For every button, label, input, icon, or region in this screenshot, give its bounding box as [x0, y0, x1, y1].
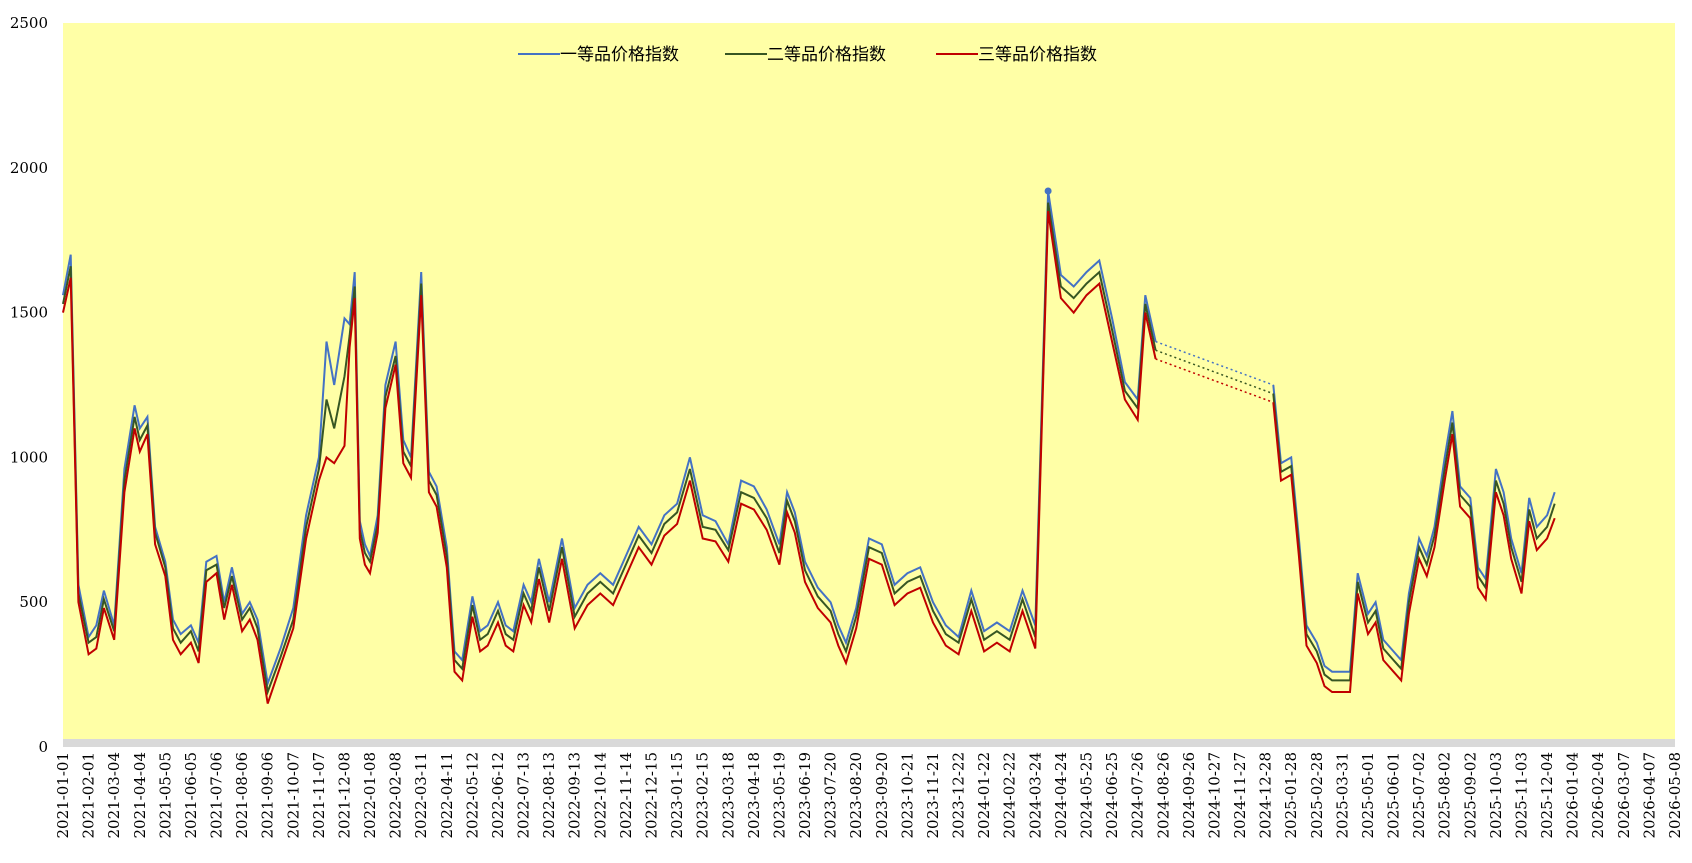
x-tick-label: 2021-01-01	[54, 752, 72, 838]
series-gap-line	[1155, 340, 1274, 386]
y-tick-label: 2500	[10, 14, 48, 32]
x-tick-label: 2021-08-06	[233, 752, 251, 838]
series-gap-line	[1155, 349, 1274, 395]
x-tick-label: 2021-06-05	[182, 752, 200, 838]
x-tick-label: 2024-11-27	[1231, 752, 1249, 838]
x-tick-label: 2025-10-03	[1487, 752, 1505, 838]
x-tick-label: 2024-03-24	[1026, 752, 1044, 838]
x-tick-label: 2021-12-08	[335, 752, 353, 838]
x-tick-label: 2022-03-11	[412, 752, 430, 838]
x-tick-label: 2025-01-28	[1282, 752, 1300, 838]
x-tick-label: 2024-06-25	[1103, 752, 1121, 838]
x-tick-label: 2024-10-27	[1205, 752, 1223, 838]
x-tick-label: 2021-10-07	[284, 752, 302, 838]
x-tick-label: 2023-08-20	[847, 752, 865, 838]
x-tick-label: 2024-09-26	[1180, 752, 1198, 838]
x-tick-label: 2025-09-02	[1461, 752, 1479, 838]
x-tick-label: 2024-04-24	[1052, 752, 1070, 838]
y-tick-label: 2000	[10, 159, 48, 177]
x-tick-label: 2022-08-13	[540, 752, 558, 838]
x-tick-label: 2023-10-21	[898, 752, 916, 838]
x-tick-label: 2026-03-07	[1615, 752, 1633, 838]
x-tick-label: 2024-12-28	[1257, 752, 1275, 838]
x-tick-label: 2021-02-01	[80, 752, 98, 838]
legend-label: 三等品价格指数	[978, 45, 1097, 65]
x-axis-band	[63, 739, 1675, 747]
x-tick-label: 2025-11-03	[1512, 752, 1530, 838]
x-tick-label: 2024-01-22	[975, 752, 993, 838]
x-tick-label: 2022-09-13	[566, 752, 584, 838]
series-line	[1272, 402, 1556, 693]
x-axis: 2021-01-01 2021-02-01 2021-03-04 2021-04-04…	[54, 752, 1684, 838]
x-tick-label: 2022-01-08	[361, 752, 379, 838]
legend: 一等品价格指数 二等品价格指数 三等品价格指数	[518, 45, 1097, 65]
x-tick-label: 2024-02-22	[1001, 752, 1019, 838]
x-tick-label: 2023-04-18	[745, 752, 763, 838]
x-tick-label: 2021-09-06	[259, 752, 277, 838]
y-tick-label: 1000	[10, 448, 48, 466]
x-tick-label: 2022-07-13	[515, 752, 533, 838]
x-tick-label: 2025-08-02	[1436, 752, 1454, 838]
x-tick-label: 2022-02-08	[387, 752, 405, 838]
x-tick-label: 2026-02-04	[1589, 752, 1607, 838]
x-tick-label: 2022-06-12	[489, 752, 507, 838]
x-tick-label: 2022-12-15	[643, 752, 661, 838]
legend-label: 一等品价格指数	[560, 45, 679, 65]
plot-area	[63, 23, 1675, 747]
x-tick-label: 2023-09-20	[873, 752, 891, 838]
x-tick-label: 2026-04-07	[1640, 752, 1658, 838]
x-tick-label: 2021-04-04	[131, 752, 149, 838]
x-tick-label: 2024-07-26	[1129, 752, 1147, 838]
x-tick-label: 2025-05-01	[1359, 752, 1377, 838]
x-tick-label: 2025-07-02	[1410, 752, 1428, 838]
y-tick-label: 0	[38, 738, 48, 756]
series-line	[1272, 384, 1556, 673]
peak-marker	[1044, 187, 1052, 195]
y-axis: 0 500 1000 1500 2000 2500	[10, 14, 48, 756]
x-tick-label: 2023-12-22	[950, 752, 968, 838]
x-tick-label: 2021-03-04	[105, 752, 123, 838]
x-tick-label: 2025-02-28	[1308, 752, 1326, 838]
series-line	[62, 190, 1157, 688]
x-tick-label: 2024-08-26	[1154, 752, 1172, 838]
x-tick-label: 2022-05-12	[463, 752, 481, 838]
series-line	[62, 202, 1157, 696]
series-line	[1272, 393, 1556, 682]
x-tick-label: 2023-11-21	[924, 752, 942, 838]
x-tick-label: 2023-02-15	[694, 752, 712, 838]
x-tick-label: 2026-05-08	[1666, 752, 1684, 838]
y-tick-label: 500	[19, 593, 48, 611]
x-tick-label: 2025-12-04	[1538, 752, 1556, 838]
x-tick-label: 2021-11-07	[310, 752, 328, 838]
series-lines	[62, 187, 1556, 704]
y-tick-label: 1500	[10, 304, 48, 322]
legend-label: 二等品价格指数	[767, 45, 886, 65]
series-line	[62, 211, 1157, 704]
x-tick-label: 2022-11-14	[617, 752, 635, 838]
x-tick-label: 2025-03-31	[1333, 752, 1351, 838]
x-tick-label: 2023-06-19	[796, 752, 814, 838]
x-tick-label: 2026-01-04	[1564, 752, 1582, 838]
x-tick-label: 2023-07-20	[822, 752, 840, 838]
x-tick-label: 2023-01-15	[668, 752, 686, 838]
x-tick-label: 2024-05-25	[1077, 752, 1095, 838]
series-gap-line	[1155, 358, 1274, 404]
x-tick-label: 2022-10-14	[591, 752, 609, 838]
x-tick-label: 2023-05-19	[770, 752, 788, 838]
x-tick-label: 2025-06-01	[1385, 752, 1403, 838]
x-tick-label: 2023-03-18	[719, 752, 737, 838]
x-tick-label: 2022-04-11	[438, 752, 456, 838]
x-tick-label: 2021-07-06	[208, 752, 226, 838]
x-tick-label: 2021-05-05	[156, 752, 174, 838]
